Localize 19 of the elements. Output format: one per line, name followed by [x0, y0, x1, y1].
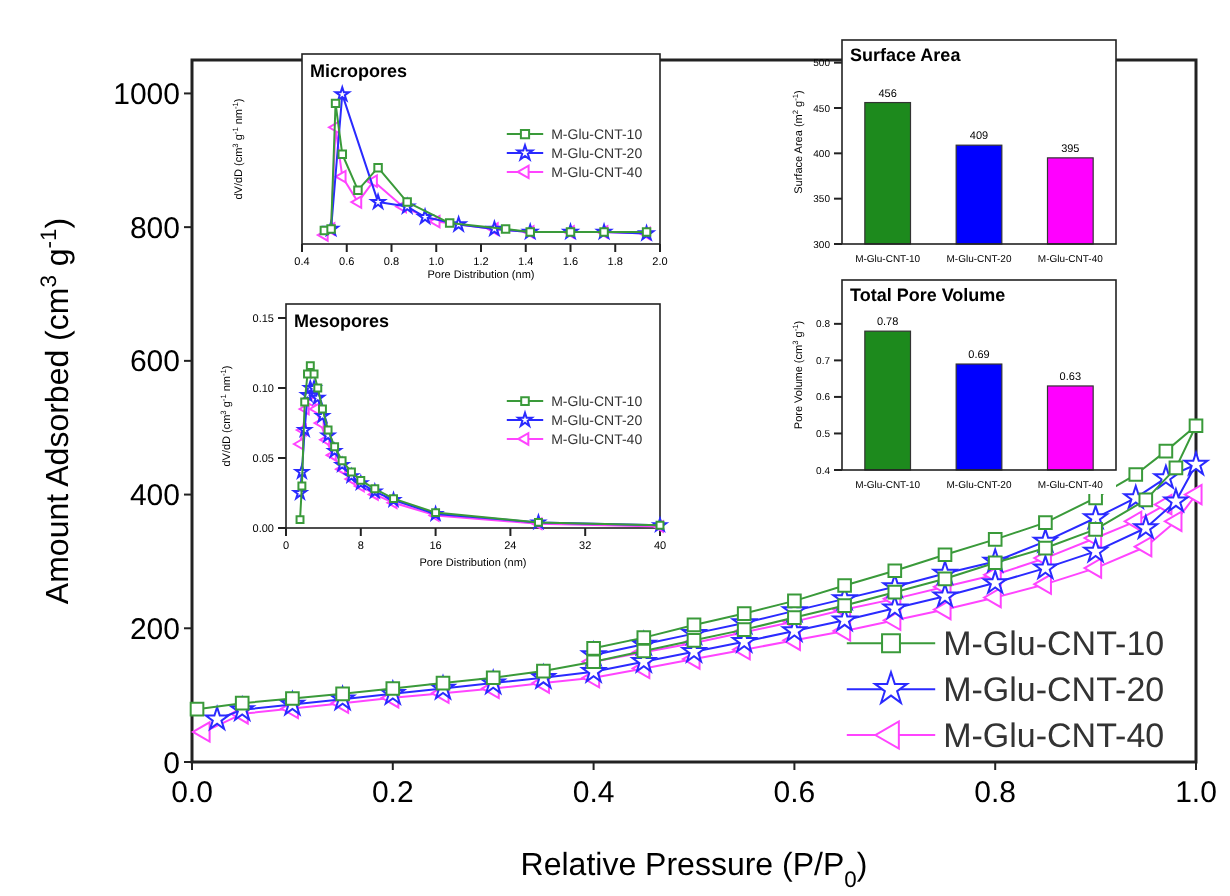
chart-title: Micropores: [310, 60, 408, 81]
y-tick-label: 800: [129, 211, 180, 246]
x-tick-label: 0.4: [572, 776, 615, 810]
x-axis-title: Relative Pressure (P/P$_{0}$): [520, 848, 868, 893]
x-tick-label: 0.0: [171, 776, 213, 810]
y-tick-label: 0: [163, 746, 180, 781]
legend-label: M-Glu-CNT-20: [943, 671, 1165, 710]
legend-label: M-Glu-CNT-40: [943, 716, 1165, 755]
chart-title: Total Pore Volume: [850, 285, 1006, 305]
chart-title: Mesopores: [294, 310, 390, 331]
y-tick-label: 400: [129, 479, 180, 514]
y-tick-label: 1000: [113, 77, 180, 112]
x-tick-label: 0.2: [371, 776, 414, 810]
y-tick-label: 600: [129, 345, 180, 380]
y-tick-label: 200: [129, 612, 180, 647]
x-tick-label: 1.0: [1175, 776, 1217, 810]
x-tick-label: 0.8: [974, 776, 1017, 810]
legend-label: M-Glu-CNT-10: [943, 625, 1165, 664]
chart-title: Surface Area: [850, 45, 963, 65]
